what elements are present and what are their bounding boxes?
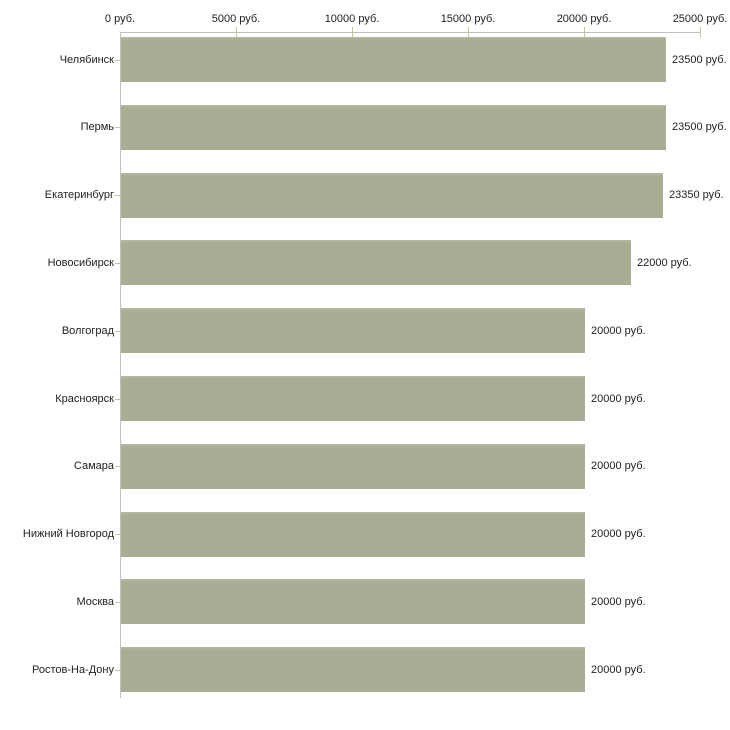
x-axis-tick-label: 25000 руб. [672,13,728,25]
bar [121,37,666,82]
bar-value-label: 20000 руб. [591,528,646,541]
x-axis-tick-label: 5000 руб. [211,13,261,25]
x-axis-tick-label: 15000 руб. [440,13,496,25]
bar-value-label: 20000 руб. [591,392,646,405]
bar-value-label: 22000 руб. [637,256,692,269]
x-axis-tick-label: 10000 руб. [324,13,380,25]
category-label: Нижний Новгород [22,528,114,541]
category-label: Самара [73,460,114,473]
x-axis-tick-label: 20000 руб. [556,13,612,25]
bar-value-label: 23350 руб. [669,189,724,202]
x-axis-tick [584,27,585,37]
x-axis-tick [236,27,237,37]
category-label: Новосибирск [47,256,114,269]
bar [121,443,585,489]
bar [121,172,663,218]
x-axis-tick [352,27,353,37]
x-axis-tick [468,27,469,37]
x-axis-tick [700,27,701,37]
bar-value-label: 20000 руб. [591,663,646,676]
bar [121,579,585,625]
category-label: Пермь [80,121,114,134]
category-tick [115,127,120,128]
category-tick [115,60,120,61]
category-label: Ростов-На-Дону [31,663,114,676]
category-tick [115,670,120,671]
category-tick [115,331,120,332]
category-label: Екатеринбург [44,189,114,202]
category-label: Москва [76,595,114,608]
category-tick [115,195,120,196]
category-label: Красноярск [55,392,114,405]
bar [121,240,631,286]
bar [121,511,585,557]
category-label: Челябинск [59,53,114,66]
bar [121,308,585,354]
category-label: Волгоград [61,324,114,337]
bar [121,376,585,421]
bar-value-label: 23500 руб. [672,121,727,134]
category-tick [115,399,120,400]
bar [121,104,666,150]
bar-value-label: 20000 руб. [591,324,646,337]
bar-value-label: 23500 руб. [672,53,727,66]
x-axis-line [120,32,701,33]
y-axis-line [120,32,121,699]
category-tick [115,602,120,603]
category-tick [115,466,120,467]
bar [121,647,585,693]
category-tick [115,263,120,264]
x-axis-tick-label: 0 руб. [104,13,136,25]
bar-value-label: 20000 руб. [591,460,646,473]
category-tick [115,534,120,535]
bar-value-label: 20000 руб. [591,595,646,608]
